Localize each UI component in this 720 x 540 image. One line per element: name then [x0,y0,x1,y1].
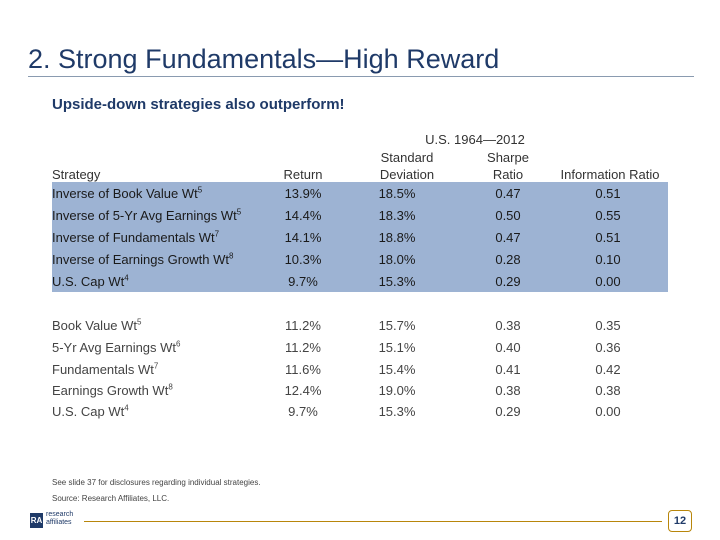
header-std-line1: Standard [380,150,434,165]
return-cell: 12.4% [284,383,322,398]
std-dev-cell: 18.8% [378,230,416,245]
slide-title: 2. Strong Fundamentals—High Reward [28,44,500,74]
strategy-name: Book Value Wt [52,318,138,333]
sharpe-cell: 0.41 [495,362,521,377]
strategy-name-cell: Inverse of Book Value Wt5 [52,186,202,201]
strategy-name: Inverse of Book Value Wt [52,186,198,201]
std-dev-cell: 18.0% [378,252,416,267]
footnote-marker: 7 [153,361,159,371]
info-ratio-cell: 0.10 [595,252,621,267]
info-ratio-cell: 0.35 [595,318,621,333]
footnote-marker: 7 [214,229,220,239]
sharpe-cell: 0.29 [495,404,521,419]
info-ratio-cell: 0.00 [595,404,621,419]
footnote-marker: 6 [176,339,181,349]
source-note: Source: Research Affiliates, LLC. [52,494,170,503]
strategy-name-cell: U.S. Cap Wt4 [52,404,129,419]
std-dev-cell: 15.7% [378,318,416,333]
return-cell: 9.7% [288,404,318,419]
std-dev-cell: 15.1% [378,340,416,355]
sharpe-cell: 0.47 [495,186,521,201]
strategy-name: Inverse of Earnings Growth Wt [52,252,230,267]
sharpe-cell: 0.50 [495,208,521,223]
sharpe-cell: 0.38 [495,318,521,333]
info-ratio-cell: 0.00 [595,274,621,289]
return-cell: 11.6% [285,362,321,377]
title-divider [28,76,694,77]
strategy-name-cell: Inverse of 5-Yr Avg Earnings Wt5 [52,208,241,223]
info-ratio-cell: 0.36 [595,340,621,355]
sharpe-cell: 0.28 [495,252,521,267]
header-std-line2: Deviation [379,167,435,182]
logo-text: research affiliates [46,511,73,527]
std-dev-cell: 15.3% [378,404,416,419]
slide-subtitle: Upside-down strategies also outperform! [52,96,345,113]
header-sharpe-line2: Ratio [492,167,524,182]
sharpe-cell: 0.29 [495,274,521,289]
header-sharpe-line1: Sharpe [487,150,529,165]
info-ratio-cell: 0.42 [595,362,621,377]
footnote-marker: 5 [236,207,242,217]
return-cell: 14.4% [284,208,322,223]
strategy-name-cell: Inverse of Earnings Growth Wt8 [52,252,233,267]
strategy-name-cell: Inverse of Fundamentals Wt7 [52,230,219,245]
page-number: 12 [668,510,692,532]
info-ratio-cell: 0.51 [595,186,621,201]
return-cell: 14.1% [284,230,322,245]
strategy-name-cell: 5-Yr Avg Earnings Wt6 [52,340,181,355]
footnote-marker: 5 [197,185,203,195]
info-ratio-cell: 0.51 [595,230,621,245]
header-return: Return [283,167,323,182]
return-cell: 9.7% [288,274,318,289]
strategy-name: Earnings Growth Wt [52,383,169,398]
return-cell: 13.9% [284,186,322,201]
std-dev-cell: 19.0% [378,383,416,398]
footnote-marker: 5 [137,317,142,327]
strategy-name: Inverse of Fundamentals Wt [52,230,215,245]
header-strategy: Strategy [52,167,101,182]
strategy-name: 5-Yr Avg Earnings Wt [52,340,177,355]
std-dev-cell: 15.4% [378,362,416,377]
disclosure-note: See slide 37 for disclosures regarding i… [52,478,261,487]
std-dev-cell: 18.3% [378,208,416,223]
sharpe-cell: 0.38 [495,383,521,398]
return-cell: 11.2% [285,318,321,333]
period-header: U.S. 1964—2012 [425,132,525,147]
strategy-name: Fundamentals Wt [52,362,154,377]
highlight-band [52,182,668,292]
sharpe-cell: 0.47 [495,230,521,245]
header-information-ratio: Information Ratio [560,167,660,182]
return-cell: 10.3% [284,252,322,267]
std-dev-cell: 18.5% [378,186,416,201]
company-logo: RA research affiliates [30,510,84,532]
strategy-name-cell: Earnings Growth Wt8 [52,383,173,398]
strategy-name-cell: Book Value Wt5 [52,318,141,333]
footnote-marker: 4 [124,403,129,413]
logo-line2: affiliates [46,519,72,526]
info-ratio-cell: 0.55 [595,208,621,223]
logo-line1: research [46,511,74,518]
strategy-name: U.S. Cap Wt [52,404,125,419]
strategy-name: Inverse of 5-Yr Avg Earnings Wt [52,208,237,223]
strategy-name: U.S. Cap Wt [52,274,125,289]
return-cell: 11.2% [285,340,321,355]
strategy-name-cell: U.S. Cap Wt4 [52,274,129,289]
sharpe-cell: 0.40 [495,340,521,355]
footnote-marker: 8 [229,251,234,261]
footnote-marker: 8 [168,382,173,392]
footnote-marker: 4 [124,273,129,283]
std-dev-cell: 15.3% [378,274,416,289]
strategy-name-cell: Fundamentals Wt7 [52,362,158,377]
logo-mark: RA [30,513,43,528]
info-ratio-cell: 0.38 [595,383,621,398]
footer-divider [84,521,662,522]
